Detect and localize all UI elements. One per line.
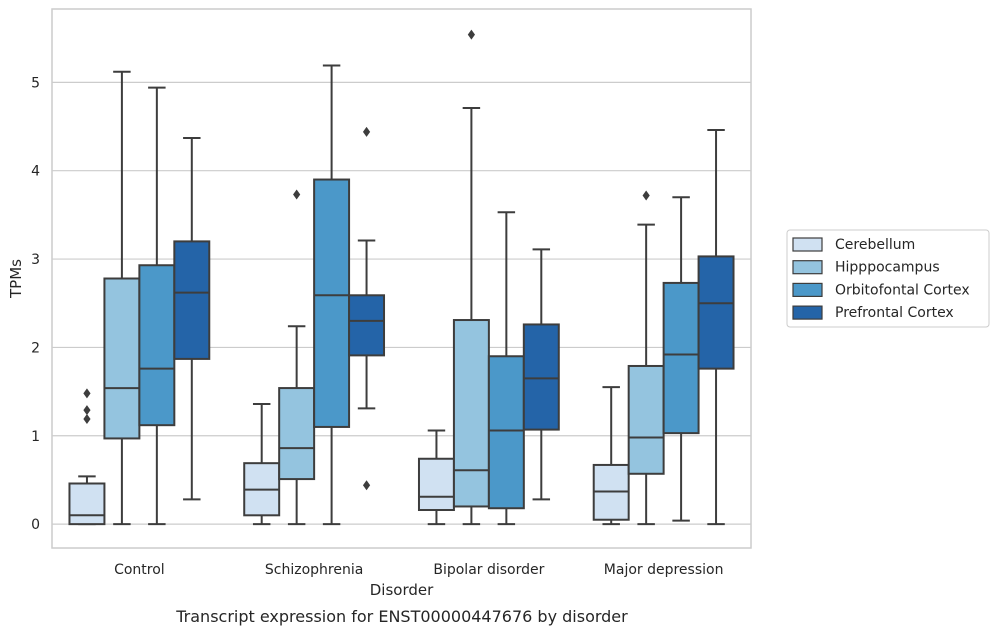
box-0-0 — [68, 388, 106, 526]
x-tick-label-0: Control — [114, 562, 165, 578]
legend-label-0: Cerebellum — [835, 237, 915, 253]
y-tick-label-2: 2 — [31, 340, 40, 356]
box-iqr — [452, 319, 490, 508]
x-axis-label: Disorder — [370, 581, 434, 599]
box-iqr — [313, 178, 351, 428]
box-iqr — [697, 255, 735, 370]
legend-label-3: Prefrontal Cortex — [835, 305, 954, 321]
legend: Cerebellum Hipppocampus Orbitofontal Corte… — [786, 229, 990, 328]
box-3-1 — [348, 126, 386, 491]
box-iqr — [173, 240, 211, 360]
plot-area: 0 1 2 3 4 5 Control Schizophrenia Bipolar disord… — [7, 8, 990, 599]
box-2-2 — [487, 211, 525, 526]
box-1-2 — [452, 29, 490, 526]
box-3-3 — [697, 129, 735, 526]
y-tick-label-1: 1 — [31, 429, 40, 445]
y-tick-label-4: 4 — [31, 164, 40, 180]
legend-frame — [786, 229, 990, 328]
legend-swatch-1 — [792, 260, 823, 275]
box-iqr — [348, 294, 386, 357]
box-1-0 — [103, 70, 141, 526]
box-iqr — [138, 264, 176, 427]
y-tick-label-3: 3 — [31, 252, 40, 268]
box-iqr — [522, 323, 560, 431]
box-iqr — [417, 457, 455, 512]
box-iqr — [627, 364, 665, 475]
box-1-3 — [627, 190, 665, 526]
legend-label-1: Hipppocampus — [835, 260, 940, 276]
legend-swatch-2 — [792, 282, 823, 297]
box-iqr — [278, 387, 316, 481]
outlier-point-0 — [293, 189, 301, 200]
box-iqr — [662, 281, 700, 435]
outlier-point-2 — [83, 388, 91, 399]
outlier-point-0 — [362, 480, 371, 491]
x-tick-label-2: Bipolar disorder — [433, 562, 544, 578]
outlier-point-0 — [642, 190, 650, 201]
box-1-1 — [278, 189, 316, 526]
box-3-2 — [522, 248, 560, 501]
x-tick-label-3: Major depression — [604, 562, 724, 578]
legend-swatch-3 — [792, 305, 823, 320]
box-2-0 — [138, 86, 176, 526]
outlier-point-0 — [467, 29, 475, 40]
box-0-3 — [592, 386, 630, 526]
legend-swatch-0 — [792, 237, 823, 252]
outlier-point-1 — [83, 405, 91, 416]
legend-label-2: Orbitofontal Cortex — [835, 282, 970, 298]
plot-frame — [51, 8, 752, 549]
box-2-1 — [313, 64, 351, 526]
outlier-point-0 — [83, 413, 91, 424]
box-iqr — [68, 482, 106, 526]
box-3-0 — [173, 137, 211, 501]
box-0-1 — [243, 402, 281, 526]
figure-caption: Transcript expression for ENST0000044767… — [175, 607, 628, 626]
y-tick-label-5: 5 — [31, 75, 40, 91]
box-iqr — [103, 277, 141, 440]
outlier-point-1 — [362, 126, 371, 137]
box-iqr — [487, 355, 525, 510]
x-tick-label-1: Schizophrenia — [265, 562, 363, 578]
y-tick-label-0: 0 — [31, 517, 40, 533]
y-axis-label: TPMs — [7, 259, 25, 299]
